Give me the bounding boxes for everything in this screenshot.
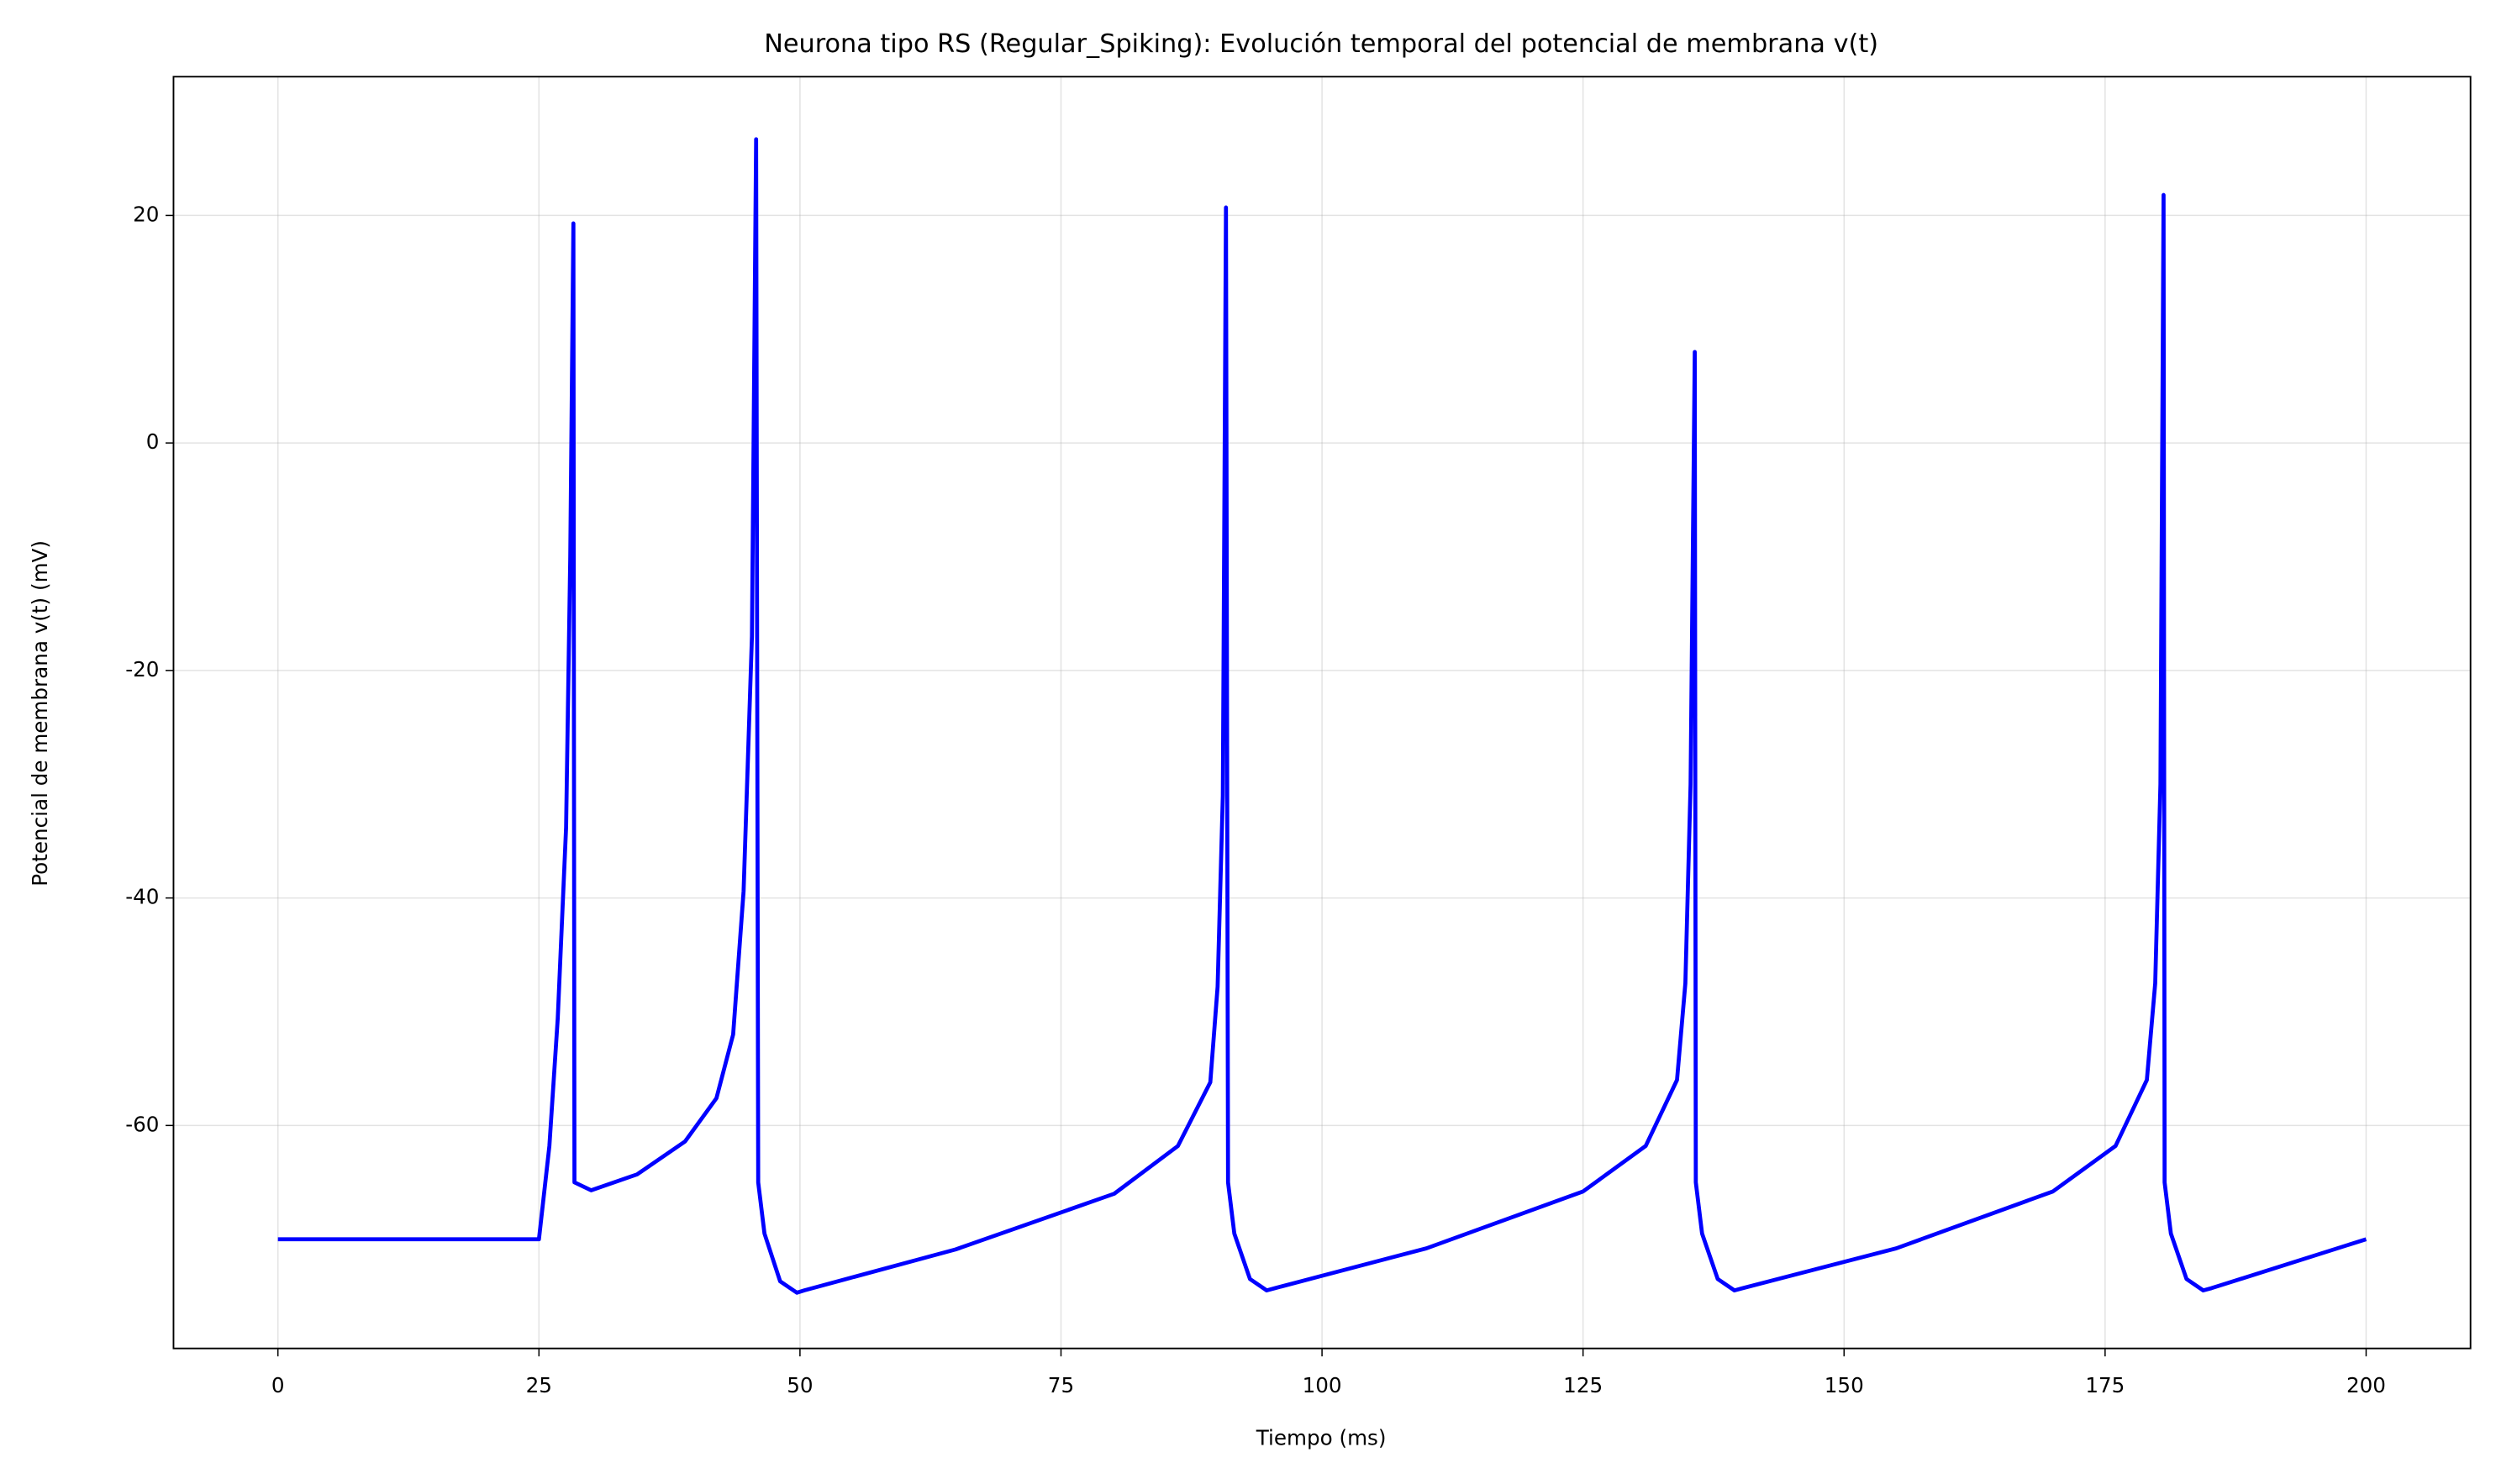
y-axis-label: Potencial de membrana v(t) (mV) — [28, 540, 52, 887]
x-tick-label: 150 — [1825, 1373, 1864, 1397]
y-tick-label: -60 — [125, 1112, 159, 1136]
y-tick-label: 0 — [146, 429, 160, 454]
x-tick-label: 0 — [271, 1373, 285, 1397]
plot-frame — [172, 76, 2472, 1350]
chart-title: Neurona tipo RS (Regular_Spiking): Evolu… — [764, 29, 1878, 59]
x-tick-label: 75 — [1048, 1373, 1074, 1397]
y-tick-label: 20 — [133, 202, 159, 226]
data-line — [277, 137, 2367, 1295]
y-tick-label: -20 — [125, 657, 159, 681]
x-tick-label: 175 — [2085, 1373, 2125, 1397]
x-tick-label: 25 — [526, 1373, 552, 1397]
x-tick-label: 200 — [2346, 1373, 2386, 1397]
x-axis-label: Tiempo (ms) — [1256, 1426, 1387, 1450]
y-tick-label: -40 — [125, 885, 159, 909]
x-tick-label: 50 — [787, 1373, 813, 1397]
x-tick-label: 125 — [1563, 1373, 1603, 1397]
x-tick-label: 100 — [1303, 1373, 1342, 1397]
